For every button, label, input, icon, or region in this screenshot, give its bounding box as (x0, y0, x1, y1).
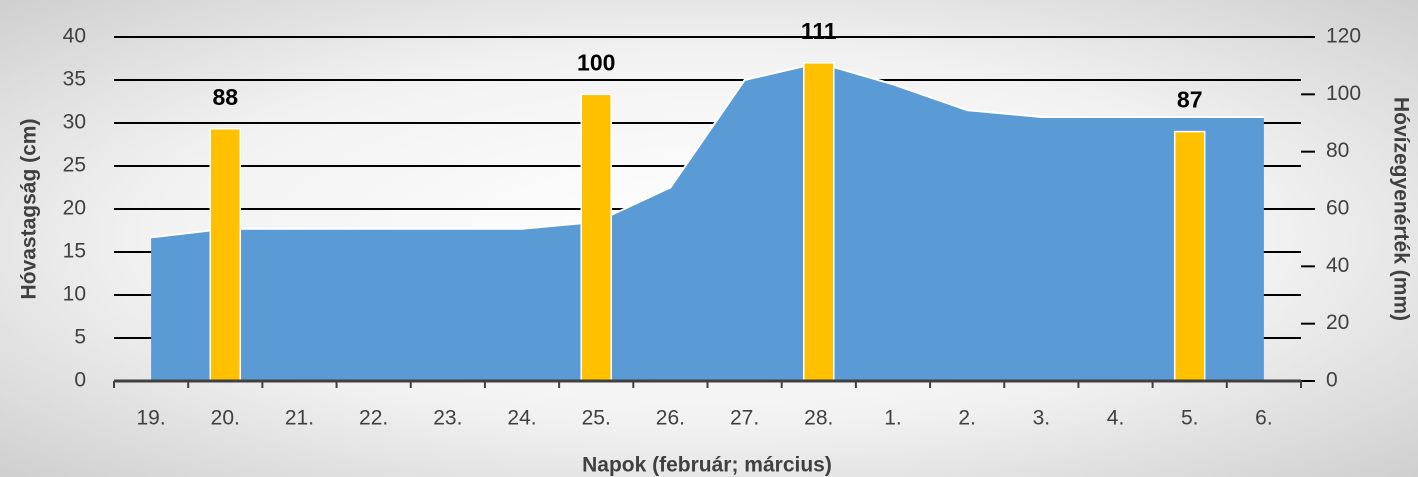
area (151, 62, 1264, 382)
area-edge (150, 61, 1264, 239)
data-label: 87 (1177, 87, 1203, 113)
bar (209, 127, 242, 382)
y2-tick-label: 120 (1326, 25, 1361, 48)
y2-tick-label: 100 (1326, 82, 1361, 105)
bar (580, 93, 612, 382)
x-tick-label: 23. (433, 407, 462, 430)
x-tick-label: 21. (285, 407, 314, 430)
y2-tick-label: 40 (1326, 254, 1349, 277)
y-tick-label: 40 (63, 25, 86, 48)
x-tick-label: 6. (1255, 407, 1273, 430)
x-tick-label: 1. (884, 407, 902, 430)
y-tick-label: 30 (63, 111, 86, 134)
y2-tick-label: 80 (1326, 139, 1349, 162)
y-tick-label: 20 (63, 197, 86, 220)
data-label: 100 (577, 49, 615, 75)
x-tick-label: 27. (730, 407, 759, 430)
bar (803, 62, 835, 382)
y2-tick-label: 20 (1326, 311, 1349, 334)
x-axis-label: Napok (február; március) (582, 454, 832, 477)
x-tick-label: 22. (359, 407, 388, 430)
y-axis-label: Hóvastagság (cm) (18, 119, 41, 300)
x-tick-label: 5. (1181, 407, 1199, 430)
bar (1173, 130, 1206, 382)
y-tick-label: 35 (63, 68, 86, 91)
x-tick-label: 4. (1107, 407, 1125, 430)
y2-tick-label: 0 (1326, 369, 1338, 392)
x-tick-label: 28. (804, 407, 833, 430)
y2-tick-label: 60 (1326, 197, 1349, 220)
y-tick-label: 5 (74, 326, 86, 349)
x-tick-label: 24. (507, 407, 536, 430)
x-tick-label: 20. (211, 407, 240, 430)
y2-axis-label: Hóvízegyenérték (mm) (1389, 97, 1412, 321)
x-tick-label: 26. (656, 407, 685, 430)
x-tick-label: 19. (136, 407, 165, 430)
y-tick-label: 25 (63, 154, 86, 177)
x-tick-label: 3. (1033, 407, 1051, 430)
x-tick-label: 25. (582, 407, 611, 430)
data-label: 111 (801, 18, 837, 44)
data-label: 88 (212, 84, 238, 110)
y-tick-label: 15 (63, 240, 86, 263)
y-tick-label: 0 (74, 369, 86, 392)
x-tick-label: 2. (958, 407, 976, 430)
y-tick-label: 10 (63, 283, 86, 306)
